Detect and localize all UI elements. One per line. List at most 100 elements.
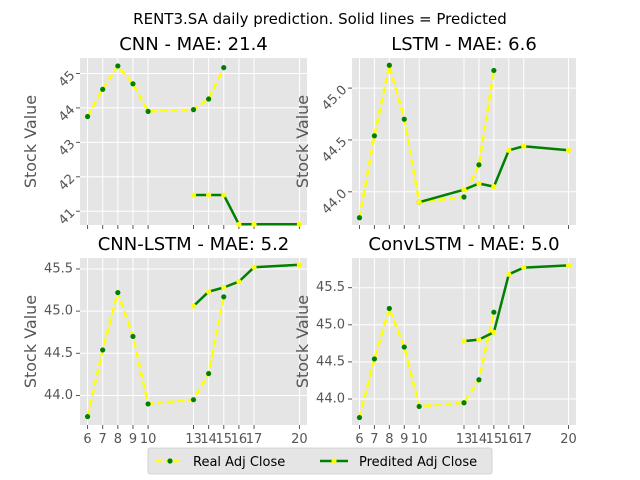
panel-title: CNN - MAE: 21.4: [119, 34, 268, 55]
real-series-line: [86, 291, 226, 417]
real-series-point: [401, 116, 407, 122]
pred-series-point: [461, 187, 467, 193]
pred-series-point: [296, 262, 303, 268]
panel-title: CNN-LSTM - MAE: 5.2: [98, 234, 290, 255]
x-tick-label: 14: [471, 432, 488, 447]
pred-series-point: [190, 192, 197, 198]
real-series-point: [401, 344, 407, 350]
y-tick-label: 44.0: [316, 392, 345, 407]
real-series-point: [386, 305, 392, 312]
pred-series-point: [251, 264, 257, 270]
pred-series-point: [206, 289, 212, 295]
real-series-point: [356, 215, 363, 221]
real-series-line: [358, 307, 496, 418]
real-series-point: [145, 108, 151, 114]
x-tick-label: 8: [114, 432, 122, 447]
x-tick-label: 15: [215, 432, 232, 447]
pred-series-point: [416, 199, 422, 205]
y-tick-label: 45.5: [316, 280, 345, 295]
real-series-point: [461, 400, 467, 406]
legend-swatch-pred-marker: [331, 458, 337, 464]
y-axis-label: Stock Value: [21, 295, 40, 388]
y-tick-label: 43: [56, 137, 78, 159]
x-tick-label: 15: [486, 432, 503, 447]
chart-legend: Real Adj Close Predited Adj Close: [147, 447, 493, 475]
real-series-point: [84, 113, 91, 120]
real-series-point: [221, 294, 227, 300]
real-series-point: [84, 413, 91, 420]
x-tick-label: 14: [200, 432, 217, 447]
pred-series-point: [190, 303, 197, 309]
pred-series-point: [521, 265, 527, 271]
real-series-point: [206, 370, 212, 377]
real-series-point: [476, 162, 482, 168]
y-tick-label: 44.0: [319, 187, 350, 218]
real-series-point: [115, 63, 121, 69]
y-axis-label: Stock Value: [293, 95, 312, 188]
real-series-point: [356, 414, 363, 421]
x-tick-label: 20: [560, 432, 577, 447]
pred-series-point: [221, 192, 227, 198]
y-tick-label: 44.0: [44, 388, 73, 403]
x-tick-label: 17: [246, 432, 263, 447]
x-tick-label: 7: [99, 432, 107, 447]
real-series-point: [145, 401, 151, 407]
x-tick-label: 10: [140, 432, 157, 447]
x-tick-label: 6: [355, 432, 363, 447]
x-tick-label: 13: [185, 432, 202, 447]
panel-2: 44.0 44.5 45.0 LSTM - MAE: 6.6 Stock Value: [293, 34, 576, 229]
real-series-point: [386, 62, 392, 68]
pred-series-point: [236, 279, 242, 285]
x-tick-label: 20: [291, 432, 308, 447]
real-series-point: [130, 333, 136, 340]
real-series-point: [461, 194, 467, 200]
pred-series-point: [521, 143, 527, 149]
pred-series-point: [565, 147, 572, 153]
x-tick-label: 6: [83, 432, 91, 447]
pred-series-point: [296, 221, 303, 227]
x-tick-label: 16: [501, 432, 518, 447]
y-tick-label: 45: [56, 68, 78, 90]
real-series-point: [100, 347, 106, 353]
pred-series-point: [565, 262, 572, 269]
panel-title: LSTM - MAE: 6.6: [391, 34, 537, 55]
y-tick-label: 45.0: [316, 317, 345, 332]
pred-series-point: [461, 338, 467, 344]
y-axis-label: Stock Value: [21, 95, 40, 188]
real-series-point: [416, 403, 422, 410]
real-series-point: [476, 377, 482, 383]
pred-series-point: [506, 271, 512, 277]
figure-suptitle: RENT3.SA daily prediction. Solid lines =…: [133, 10, 507, 28]
pred-series-point: [476, 180, 482, 187]
real-series-line: [86, 64, 225, 118]
real-series-point: [130, 81, 136, 87]
y-tick-label: 45.0: [319, 83, 350, 114]
x-tick-label: 17: [515, 432, 532, 447]
pred-series-point: [491, 329, 497, 335]
pred-series-point: [506, 147, 512, 153]
legend-label-real: Real Adj Close: [193, 455, 285, 470]
y-tick-label: 41: [56, 206, 78, 228]
x-tick-label: 7: [370, 432, 378, 447]
y-tick-label: 45.0: [44, 304, 73, 319]
real-series-point: [190, 107, 197, 113]
real-series-point: [491, 67, 497, 74]
y-tick-label: 44: [56, 103, 78, 125]
x-tick-label: 13: [456, 432, 473, 447]
y-tick-label: 44.5: [316, 354, 345, 369]
pred-series-point: [251, 221, 257, 227]
pred-series-point: [206, 192, 212, 198]
real-series-point: [221, 65, 227, 71]
panel-title: ConvLSTM - MAE: 5.0: [368, 234, 559, 255]
real-series-point: [190, 397, 197, 403]
y-tick-label: 44.5: [319, 135, 350, 166]
real-series-point: [115, 289, 121, 296]
pred-series-line: [192, 263, 300, 308]
y-tick-label: 42: [56, 171, 78, 193]
pred-series-point: [476, 337, 482, 343]
x-tick-label: 9: [129, 432, 137, 447]
